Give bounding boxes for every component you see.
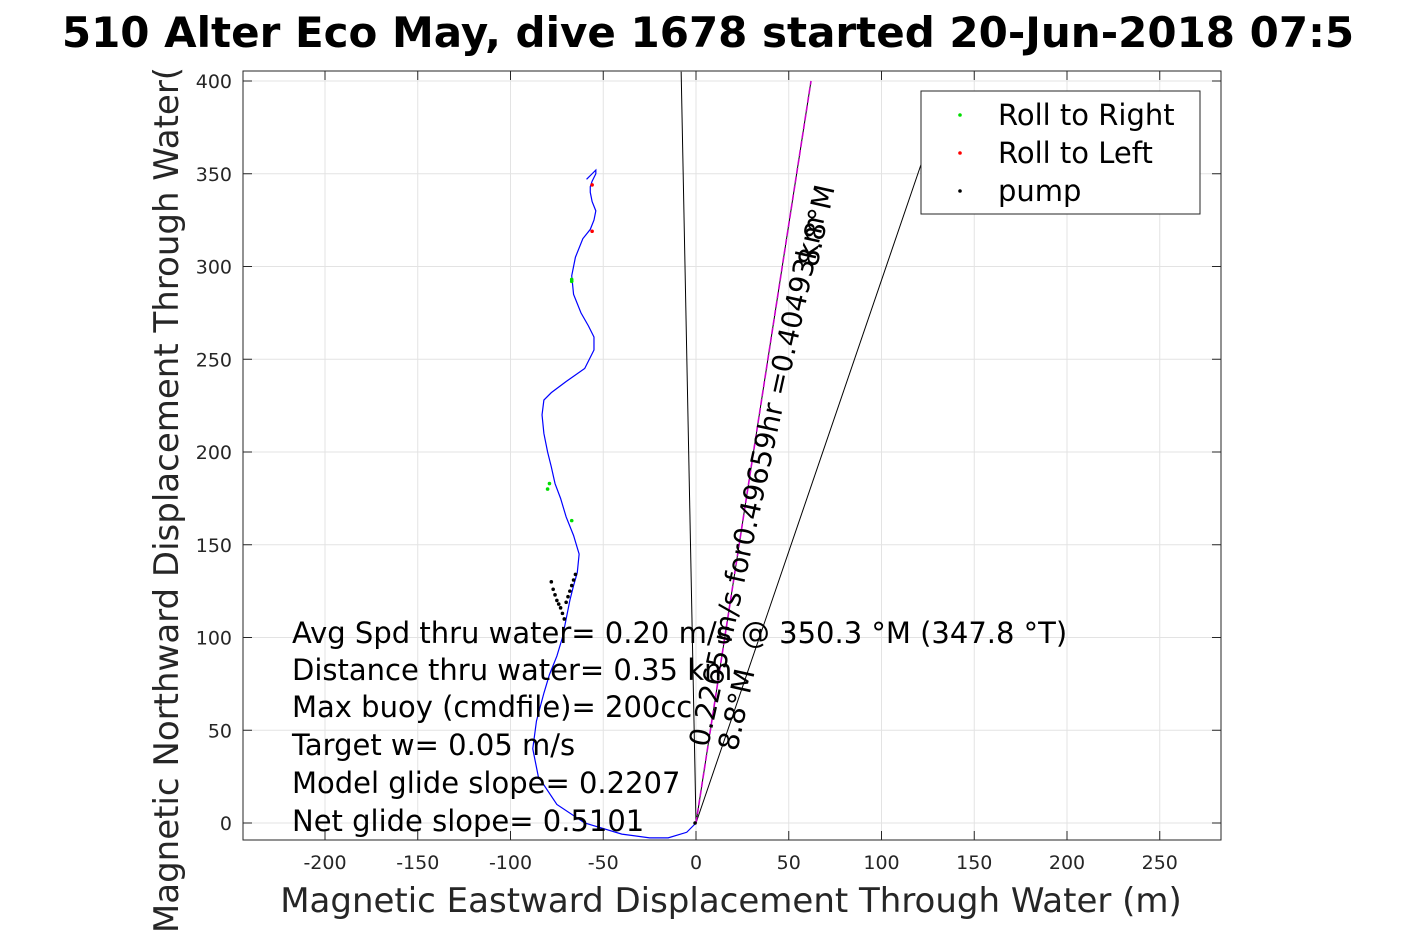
heading-lines xyxy=(680,71,923,824)
plot-frame xyxy=(242,70,1222,841)
y-tick-label: 150 xyxy=(196,535,232,557)
model-glide-annotation: Model glide slope= 0.2207 xyxy=(292,766,680,800)
y-tick-label: 400 xyxy=(196,71,232,93)
x-tick-label: -150 xyxy=(396,852,439,874)
pump-marker xyxy=(549,580,554,584)
net-glide-annotation: Net glide slope= 0.5101 xyxy=(292,804,644,838)
target-w-annotation: Target w= 0.05 m/s xyxy=(291,728,575,762)
x-tick-label: 100 xyxy=(863,852,899,874)
roll-left-marker xyxy=(590,229,594,234)
pump-marker xyxy=(568,589,572,593)
y-tick-label: 200 xyxy=(196,442,232,464)
pump-marker xyxy=(551,587,555,592)
legend-label-roll-right: Roll to Right xyxy=(998,98,1175,132)
pump-marker xyxy=(566,594,570,599)
pump-marker xyxy=(553,593,557,597)
roll-right-marker xyxy=(569,277,574,282)
glider-track-line xyxy=(532,168,697,839)
pump-marker xyxy=(560,611,565,616)
legend-marker-pump xyxy=(958,189,962,193)
annotation-block: Avg Spd thru water= 0.20 m/s @ 350.3 °M … xyxy=(291,616,1067,838)
legend: Roll to Right Roll to Left pump xyxy=(920,90,1201,215)
y-tick-label: 50 xyxy=(208,720,232,742)
pump-marker xyxy=(569,583,574,588)
x-tick-label: -100 xyxy=(489,852,532,874)
roll-right-marker xyxy=(545,487,550,491)
x-tick-label: -200 xyxy=(303,852,346,874)
pump-marker xyxy=(573,572,578,577)
roll-left-marker xyxy=(590,183,594,187)
x-axis-ticks: -200 -150 -100 -50 0 50 100 150 200 250 xyxy=(303,71,1178,874)
legend-label-pump: pump xyxy=(998,174,1081,208)
pump-marker xyxy=(555,598,559,603)
distance-annotation: Distance thru water= 0.35 km xyxy=(292,653,732,687)
max-buoy-annotation: Max buoy (cmdfile)= 200cc xyxy=(292,690,692,724)
heading-line-left xyxy=(680,71,697,824)
y-tick-label: 300 xyxy=(196,257,232,279)
roll-right-marker xyxy=(547,481,552,486)
y-axis-ticks: 0 50 100 150 200 250 300 350 400 xyxy=(196,71,1221,835)
x-tick-label: 150 xyxy=(956,852,992,874)
x-tick-label: 250 xyxy=(1142,852,1178,874)
x-tick-label: 200 xyxy=(1049,852,1085,874)
course-line xyxy=(695,80,812,824)
y-axis-label: Magnetic Northward Displacement Through … xyxy=(147,67,187,933)
pump-marker xyxy=(562,617,567,621)
legend-marker-roll-right xyxy=(958,113,962,117)
roll-right-marker xyxy=(569,518,574,523)
pump-marker xyxy=(564,600,568,605)
legend-box xyxy=(920,90,1201,215)
y-tick-label: 250 xyxy=(196,349,232,371)
heading-line-right xyxy=(695,160,923,824)
pump-marker xyxy=(558,606,563,610)
y-tick-label: 100 xyxy=(196,628,232,650)
legend-label-roll-left: Roll to Left xyxy=(998,136,1153,170)
pump-marker xyxy=(693,821,697,825)
marker-layer xyxy=(545,183,697,825)
x-tick-label: 0 xyxy=(690,852,702,874)
pump-marker xyxy=(556,602,561,606)
chart-title: 510 Alter Eco May, dive 1678 started 20-… xyxy=(62,8,1354,57)
x-tick-label: 50 xyxy=(777,852,801,874)
x-axis-label: Magnetic Eastward Displacement Through W… xyxy=(280,881,1182,921)
legend-marker-roll-left xyxy=(958,151,962,155)
avg-speed-annotation: Avg Spd thru water= 0.20 m/s @ 350.3 °M … xyxy=(292,616,1067,650)
x-tick-label: -50 xyxy=(588,852,619,874)
pump-marker xyxy=(571,578,576,582)
y-tick-label: 350 xyxy=(196,164,232,186)
y-tick-label: 0 xyxy=(220,813,232,835)
